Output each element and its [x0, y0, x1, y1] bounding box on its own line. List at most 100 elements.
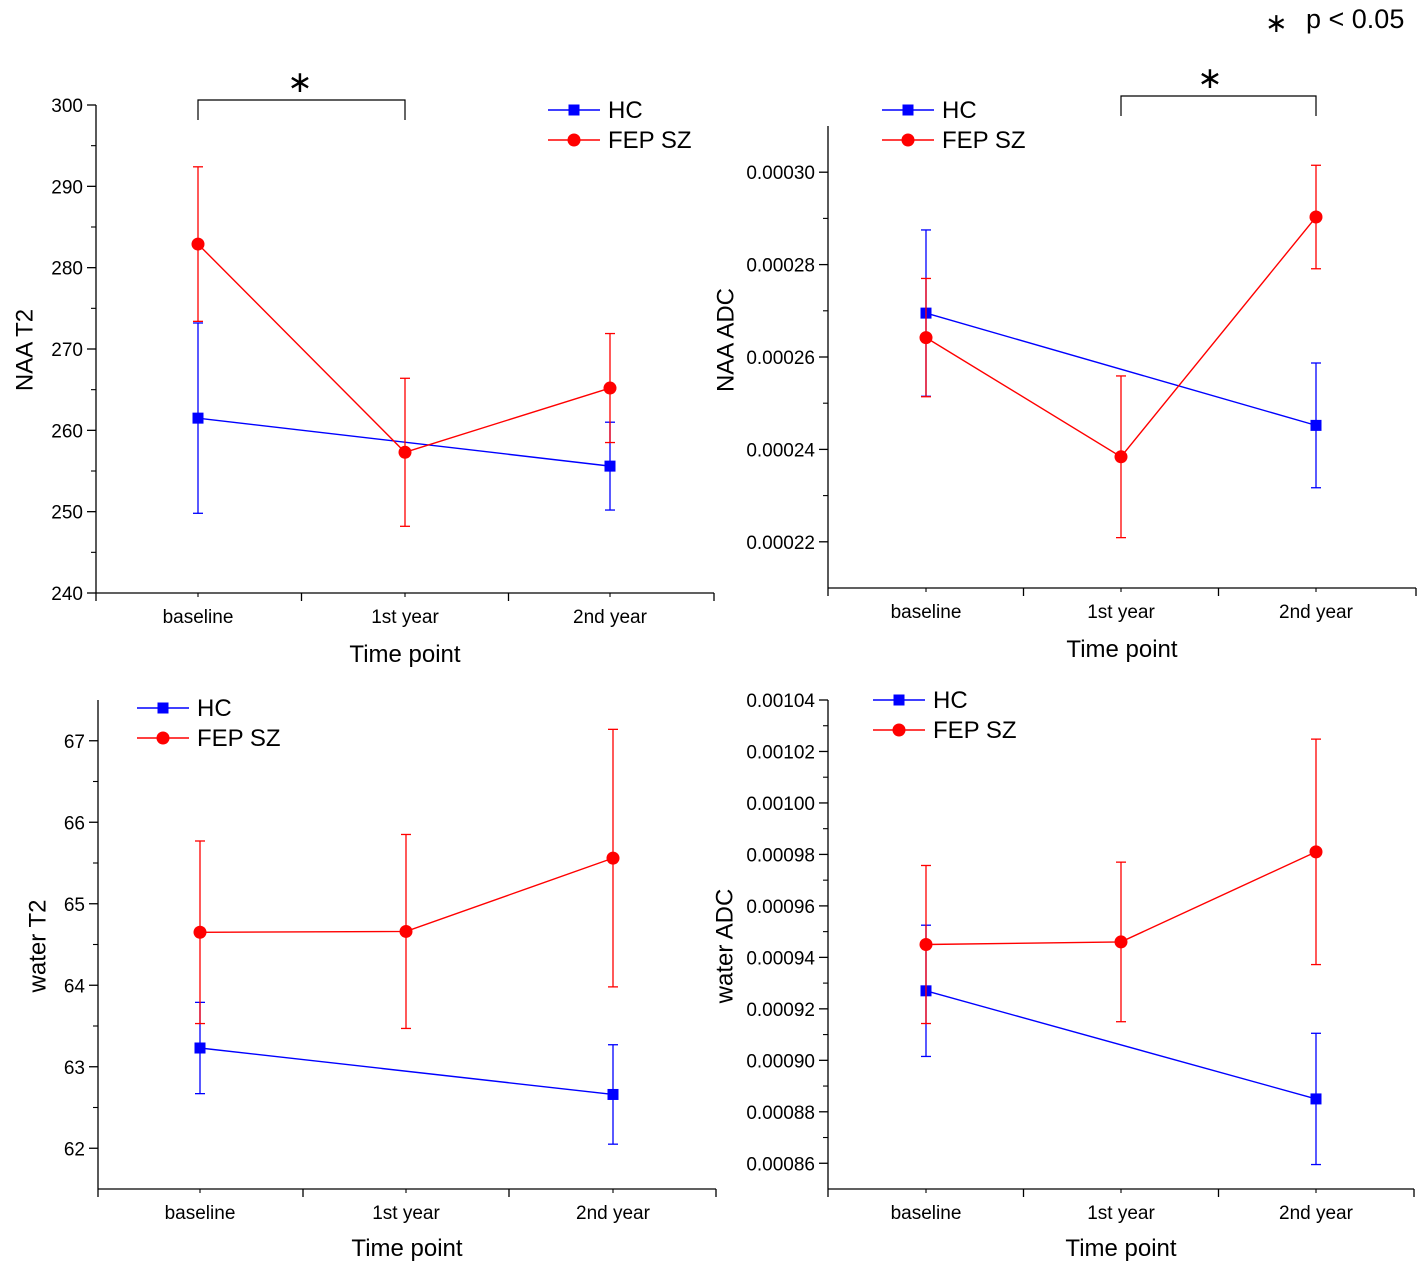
x-tick-label: 1st year	[1087, 1203, 1155, 1224]
chart-panel-top-right: 0.00022 0.00024 0.00026 0.00028 0.00030 basel…	[712, 62, 1417, 663]
data-point	[603, 381, 617, 395]
x-tick-label: baseline	[891, 602, 962, 623]
legend: HC FEP SZ	[548, 97, 692, 154]
series-hc	[192, 322, 616, 514]
data-point	[1309, 210, 1323, 224]
significance-star: ∗	[1197, 62, 1222, 95]
x-tick-label: 1st year	[371, 607, 439, 628]
legend-label: FEP SZ	[933, 717, 1017, 744]
data-point	[1114, 450, 1128, 464]
x-tick-label: baseline	[163, 607, 234, 628]
y-tick-label: 0.00098	[746, 845, 815, 866]
legend-marker	[893, 694, 905, 706]
legend-marker	[156, 731, 170, 745]
y-tick-label: 0.00026	[746, 348, 815, 369]
data-point	[193, 925, 207, 939]
significance-note-text: p < 0.05	[1306, 4, 1404, 34]
y-tick-label: 63	[64, 1058, 85, 1079]
legend-label: FEP SZ	[942, 127, 1026, 154]
legend-label: FEP SZ	[608, 127, 692, 154]
x-tick-label: baseline	[165, 1203, 236, 1224]
x-tick-label: 2nd year	[576, 1203, 651, 1224]
x-axis-title: Time point	[1066, 636, 1177, 663]
y-tick-label: 0.00096	[746, 897, 815, 918]
x-tick-label: 2nd year	[573, 607, 648, 628]
significance-bracket: ∗	[1120, 62, 1317, 116]
significance-star: ∗	[287, 66, 312, 99]
x-axis-title: Time point	[351, 1235, 462, 1262]
legend-marker	[901, 133, 915, 147]
significance-bracket: ∗	[197, 66, 406, 120]
significance-note-symbol: ∗	[1265, 8, 1288, 38]
data-point	[194, 1042, 206, 1054]
chart-panel-top-left: 240 250 260 270 280 290 300 baseline 1st year 2nd…	[11, 66, 715, 668]
legend-label: HC	[197, 695, 232, 722]
bracket-line	[1120, 95, 1317, 116]
y-tick-label: 0.00102	[746, 742, 815, 763]
data-point	[607, 1088, 619, 1100]
data-point	[606, 851, 620, 865]
legend-marker	[568, 104, 580, 116]
legend: HC FEP SZ	[882, 97, 1026, 154]
y-tick-label: 0.00088	[746, 1103, 815, 1124]
x-tick-label: 1st year	[372, 1203, 440, 1224]
y-tick-label: 250	[51, 503, 83, 524]
x-tick-label: 2nd year	[1279, 602, 1354, 623]
y-axis-title: NAA T2	[11, 309, 38, 391]
series-line	[199, 1047, 614, 1096]
significance-note: ∗ p < 0.05	[1265, 4, 1404, 38]
y-tick-label: 300	[51, 96, 83, 117]
legend-label: HC	[942, 97, 977, 124]
legend-label: HC	[933, 687, 968, 714]
legend-label: HC	[608, 97, 643, 124]
y-tick-label: 0.00030	[746, 163, 815, 184]
series-fep-sz	[191, 166, 617, 527]
data-point	[192, 412, 204, 424]
data-point	[191, 237, 205, 251]
y-tick-label: 0.00086	[746, 1154, 815, 1175]
y-tick-label: 64	[64, 976, 86, 997]
legend-marker	[902, 104, 914, 116]
series-fep-sz	[919, 164, 1323, 539]
data-point	[919, 331, 933, 345]
chart-panel-bottom-right: 0.00086 0.00088 0.00090 0.00092 0.00094 0.000…	[711, 687, 1415, 1262]
data-point	[1114, 935, 1128, 949]
y-axis-title: NAA ADC	[712, 288, 739, 392]
data-point	[398, 445, 412, 459]
y-tick-label: 0.00024	[746, 440, 815, 461]
x-tick-label: 1st year	[1087, 602, 1155, 623]
data-point	[1309, 845, 1323, 859]
series-line	[925, 312, 1317, 427]
y-tick-label: 0.00092	[746, 1000, 815, 1021]
legend-label: FEP SZ	[197, 725, 281, 752]
y-tick-label: 62	[64, 1139, 85, 1160]
y-tick-label: 0.00100	[746, 794, 815, 815]
series-fep-sz	[919, 738, 1323, 1025]
y-tick-label: 290	[51, 177, 83, 198]
legend: HC FEP SZ	[873, 687, 1017, 744]
series-line	[925, 990, 1317, 1100]
series-line	[197, 243, 611, 454]
y-tick-label: 0.00094	[746, 948, 815, 969]
y-tick-label: 0.00090	[746, 1051, 815, 1072]
chart-panel-bottom-left: 62 63 64 65 66 67 baseline 1st year 2nd year Time…	[24, 695, 717, 1262]
y-axis-title: water T2	[24, 900, 51, 994]
legend-marker	[892, 723, 906, 737]
y-tick-label: 0.00104	[746, 691, 815, 712]
y-axis-title: water ADC	[711, 889, 738, 1005]
y-tick-label: 0.00028	[746, 256, 815, 277]
data-point	[604, 460, 616, 472]
y-tick-label: 66	[64, 813, 85, 834]
x-tick-label: 2nd year	[1279, 1203, 1354, 1224]
legend-marker	[157, 702, 169, 714]
y-tick-label: 270	[51, 340, 83, 361]
series-fep-sz	[193, 728, 620, 1030]
data-point	[399, 924, 413, 938]
y-tick-label: 280	[51, 259, 83, 280]
legend: HC FEP SZ	[137, 695, 281, 752]
series-line	[197, 417, 611, 467]
x-axis-title: Time point	[349, 641, 460, 668]
y-tick-label: 260	[51, 421, 83, 442]
data-point	[1310, 419, 1322, 431]
